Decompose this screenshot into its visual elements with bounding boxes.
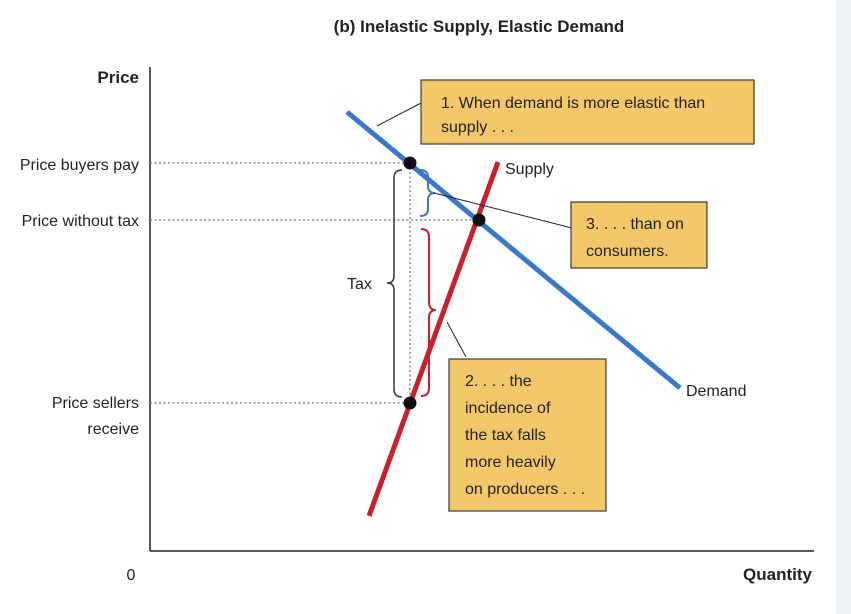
callout-1-line1: 1. When demand is more elastic than xyxy=(441,95,705,112)
callout-1-box xyxy=(420,79,755,145)
tax-label: Tax xyxy=(347,276,372,293)
demand-curve xyxy=(345,110,682,390)
origin-label: 0 xyxy=(127,567,136,584)
sellers-share-brace xyxy=(420,228,437,397)
callout-3-line1: 3. . . . than on xyxy=(586,216,684,233)
demand-curve-label: Demand xyxy=(686,383,746,400)
price-without-tax-label: Price without tax xyxy=(22,213,139,230)
callout-2-line3: the tax falls xyxy=(465,427,546,444)
x-axis-label: Quantity xyxy=(743,565,812,584)
callout-3-line2: consumers. xyxy=(586,243,669,260)
point-equilibrium-without-tax xyxy=(472,213,486,227)
point-price-sellers-receive xyxy=(403,396,417,410)
callout-1-line2: supply . . . xyxy=(441,119,514,136)
tax-brace xyxy=(386,169,403,398)
supply-curve-label: Supply xyxy=(505,161,554,178)
callout-3-leader xyxy=(433,192,573,229)
callout-2-line1: 2. . . . the xyxy=(465,373,532,390)
price-buyers-pay-label: Price buyers pay xyxy=(20,157,139,174)
y-axis-label: Price xyxy=(97,68,139,87)
price-sellers-receive-label-line2: receive xyxy=(87,421,139,438)
point-price-buyers-pay xyxy=(403,156,417,170)
callout-2-line2: incidence of xyxy=(465,400,551,417)
callout-2-line4: more heavily xyxy=(465,454,556,471)
callout-1-leader xyxy=(376,102,422,127)
callout-2-leader xyxy=(446,321,467,358)
callout-3-box xyxy=(570,201,708,269)
callout-2-line5: on producers . . . xyxy=(465,481,585,498)
callout-2-box xyxy=(448,358,607,512)
right-edge-strip xyxy=(836,0,851,614)
diagram-title: (b) Inelastic Supply, Elastic Demand xyxy=(334,17,625,36)
price-sellers-receive-label-line1: Price sellers xyxy=(52,395,139,412)
